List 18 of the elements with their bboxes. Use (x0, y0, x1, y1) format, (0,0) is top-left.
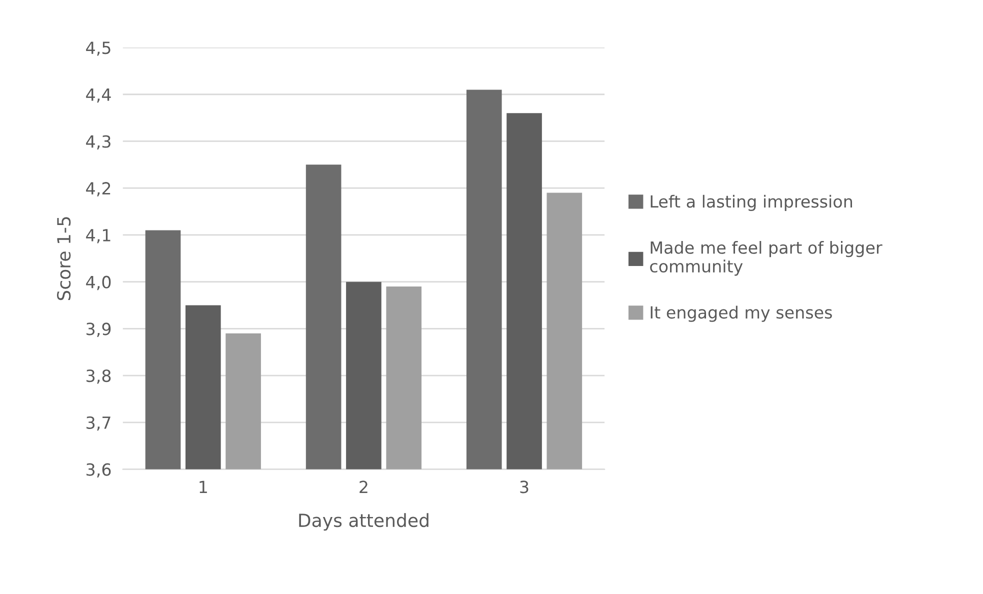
y-tick-label: 3,9 (86, 322, 111, 337)
y-tick-label: 3,6 (86, 463, 111, 478)
y-axis-title: Score 1-5 (56, 217, 71, 300)
y-tick-label: 4,1 (86, 229, 110, 244)
x-tick-label: 3 (520, 480, 528, 494)
y-tick-label: 3,7 (86, 416, 110, 431)
y-tick-label: 4,3 (86, 135, 110, 150)
x-tick-label: 1 (200, 480, 207, 494)
legend-label: Left a lasting impression (650, 194, 852, 211)
y-tick-label: 4,2 (86, 182, 110, 196)
y-tick-label: 4,5 (86, 42, 110, 56)
y-tick-label: 4,4 (86, 88, 111, 103)
y-tick-label: 3,8 (86, 370, 111, 384)
x-tick-label: 2 (360, 480, 368, 494)
x-axis-title: Days attended (299, 513, 428, 531)
legend-label: Made me feel part of bigger community (650, 240, 882, 276)
legend-label: It engaged my senses (650, 306, 832, 322)
y-tick-label: 4,0 (86, 276, 111, 290)
